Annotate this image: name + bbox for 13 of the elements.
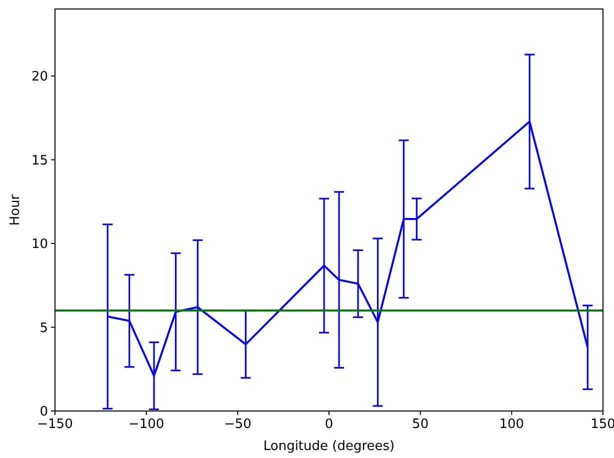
x-tick-label: 0 xyxy=(324,417,334,432)
x-tick-label: −100 xyxy=(128,417,164,432)
x-tick-label: −50 xyxy=(224,417,252,432)
x-tick-label: −150 xyxy=(37,417,73,432)
y-axis-title: Hour xyxy=(8,194,23,226)
x-axis-title: Longitude (degrees) xyxy=(263,439,395,454)
y-tick-label: 5 xyxy=(40,320,48,336)
y-tick-label: 20 xyxy=(31,70,48,84)
x-tick-label: 50 xyxy=(412,417,429,432)
x-tick-label: 100 xyxy=(499,417,524,432)
y-tick-label: 15 xyxy=(31,153,48,168)
y-tick-label: 0 xyxy=(40,404,48,420)
y-tick-label: 10 xyxy=(31,237,48,252)
